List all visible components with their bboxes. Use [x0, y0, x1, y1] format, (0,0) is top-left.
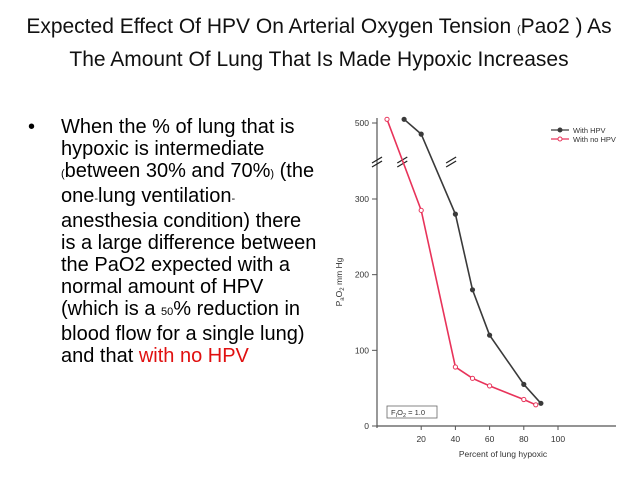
x-tick-label: 100 — [551, 434, 565, 444]
y-tick-label: 100 — [355, 345, 369, 355]
series-point — [401, 116, 407, 122]
bullet-text: When the % of lung that is hypoxic is in… — [61, 116, 318, 367]
fio2-annotation-part: = 1.0 — [406, 408, 425, 417]
series-point — [538, 400, 544, 406]
bullet-seg: - — [231, 193, 236, 205]
bullet-seg: anesthesia condition) there is a large d… — [61, 210, 317, 320]
title-text-2: Pao2 ) As The Amount Of Lung That Is Mad… — [69, 15, 612, 71]
y-axis-break-mark — [371, 156, 383, 164]
x-axis-title: Percent of lung hypoxic — [459, 449, 548, 459]
series-point — [521, 396, 527, 403]
bullet-seg: ) — [270, 168, 275, 180]
legend-label: With no HPV — [573, 135, 616, 144]
bullet-highlight-no-hpv: with no HPV — [138, 345, 249, 367]
y-axis-title: PaO2 mm Hg — [334, 257, 346, 306]
bullet-seg: When the % of lung that is hypoxic is in… — [61, 116, 295, 160]
x-tick-label: 60 — [485, 434, 495, 444]
chart-container: 0 100 200 300 500 20 40 60 80 100 Percent of lung … — [320, 100, 630, 475]
y-tick-label: 0 — [364, 421, 369, 431]
series-point — [452, 211, 458, 217]
fio2-annotation-part: O — [397, 408, 403, 417]
y-axis-title-part: O — [334, 290, 344, 297]
bullet-seg: 50 — [161, 306, 174, 318]
series-point — [469, 287, 476, 293]
x-tick-label: 20 — [416, 434, 426, 444]
y-axis-break-mark — [371, 160, 383, 168]
series-point — [418, 207, 424, 213]
y-axis-title-part: mm Hg — [334, 257, 344, 287]
bullet-seg: between 30% and 70% — [64, 160, 271, 182]
legend-swatch-marker — [557, 127, 563, 133]
series-line — [386, 119, 537, 406]
series-point — [487, 332, 493, 338]
series-line — [403, 118, 542, 404]
fio2-annotation-part: I — [396, 413, 398, 419]
legend-swatch-marker — [557, 136, 563, 142]
bullet-point: • When the % of lung that is hypoxic is … — [28, 116, 318, 367]
y-axis-title-part: a — [340, 297, 346, 301]
x-tick-label: 40 — [451, 434, 461, 444]
fio2-annotation-part: 2 — [403, 413, 406, 419]
bullet-dot-icon: • — [28, 116, 36, 138]
slide-title: Expected Effect Of HPV On Arterial Oxyge… — [20, 12, 618, 74]
fio2-annotation-part: F — [391, 408, 396, 417]
series-point — [452, 364, 458, 370]
bullet-seg: lung ventilation — [98, 185, 232, 207]
fio2-annotation-box — [386, 405, 438, 419]
title-text-1: Expected Effect Of HPV On Arterial Oxyge… — [26, 15, 517, 38]
bullet-seg: ( — [61, 168, 65, 180]
curve-break-mark — [445, 156, 457, 164]
title-paren: ( — [516, 24, 521, 36]
series-point — [521, 381, 527, 387]
series-point — [418, 131, 424, 137]
series-point — [533, 402, 539, 408]
y-tick-label: 500 — [355, 118, 369, 128]
series-point — [469, 375, 476, 381]
chart-series — [384, 116, 544, 408]
x-tick-label: 80 — [519, 434, 529, 444]
y-axis-title-part: 2 — [340, 287, 346, 291]
y-axis-title-part: P — [334, 300, 344, 306]
bullet-seg: % reduction in blood flow for a single l… — [61, 298, 305, 367]
series-point — [487, 383, 493, 389]
series-point — [384, 116, 390, 122]
y-tick-label: 300 — [355, 194, 369, 204]
legend-label: With HPV — [573, 126, 606, 135]
y-tick-label: 200 — [355, 270, 369, 280]
curve-break-mark — [396, 160, 408, 168]
bullet-seg: - — [94, 193, 99, 205]
curve-break-mark — [445, 160, 457, 168]
fio2-annotation: FIO2 = 1.0 — [391, 408, 425, 419]
bullet-seg: (the one — [61, 160, 315, 207]
